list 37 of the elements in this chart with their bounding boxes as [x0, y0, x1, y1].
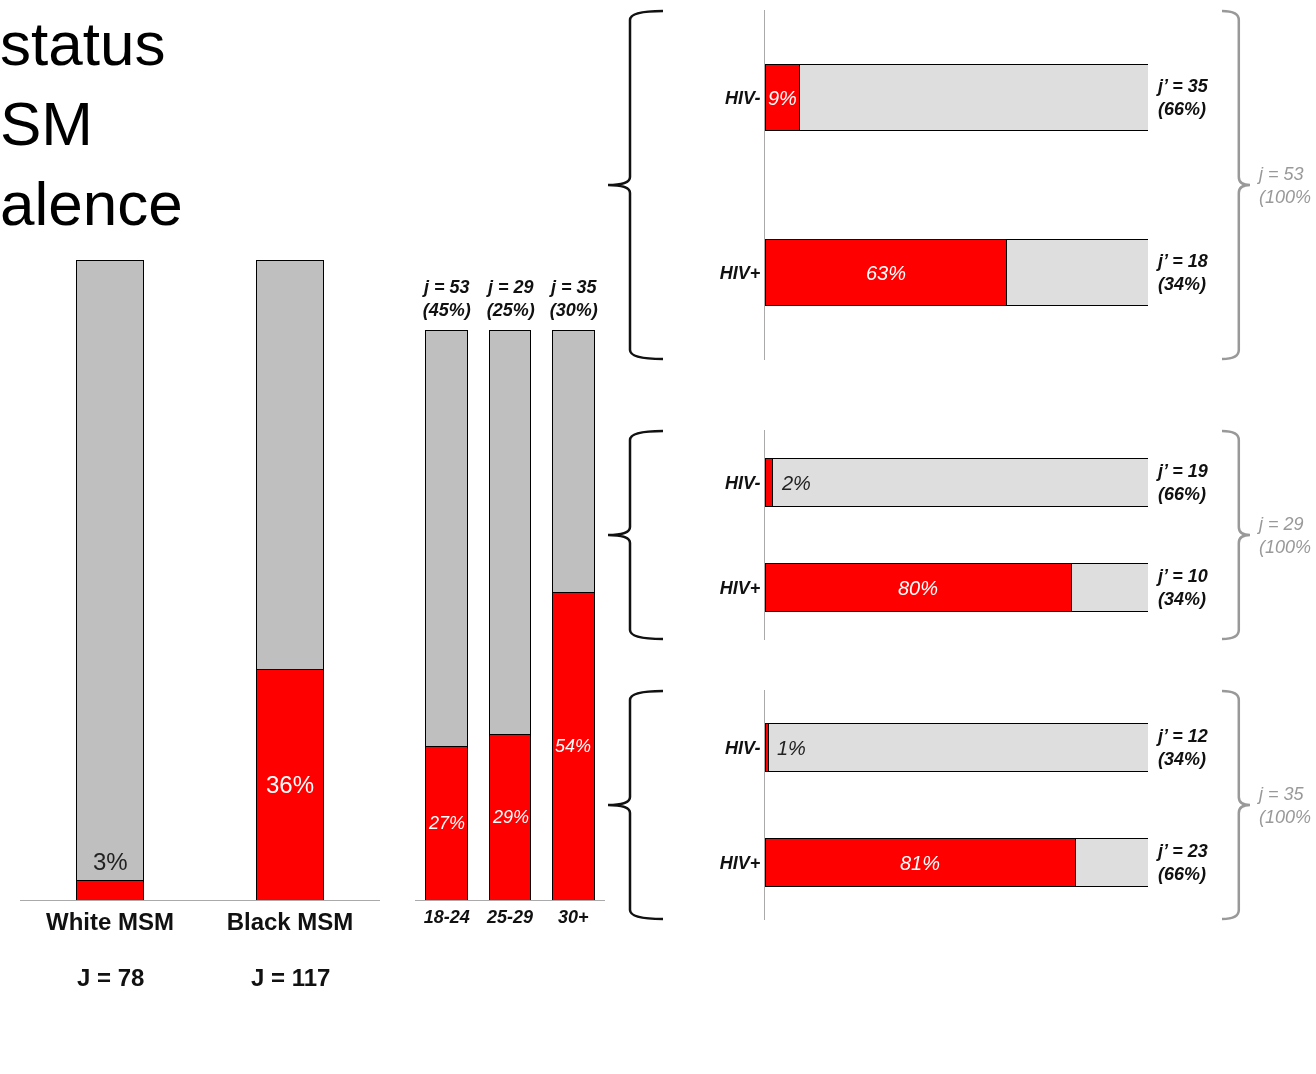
data-label: 81% [900, 852, 941, 874]
y-tick-label: HIV+ [719, 262, 761, 283]
text: j = 29 (100% [1256, 514, 1312, 558]
data-label: 80% [898, 577, 939, 599]
data-label: 27% [428, 813, 466, 833]
y-tick-label: HIV- [725, 87, 761, 108]
data-label: 9% [768, 87, 797, 109]
y-tick-label: HIV+ [719, 852, 761, 873]
text: J = 78 [77, 964, 145, 991]
data-label: 54% [555, 736, 592, 756]
text: j’ = 10 (34%) [1156, 566, 1208, 610]
data-label: 36% [266, 771, 315, 798]
y-tick-label: HIV- [725, 737, 761, 758]
chart-title: status SM alence [0, 8, 183, 240]
x-tick-label: 25-29 [485, 906, 534, 927]
text: j’ = 18 (34%) [1156, 251, 1208, 295]
y-tick-label: HIV- [725, 472, 761, 493]
text: j = 35 (100% [1256, 784, 1312, 828]
x-tick-label: 18-24 [423, 906, 470, 927]
text: j = 53 (100% [1256, 164, 1312, 208]
text: j = 53 (45%) [422, 277, 471, 321]
text: j’ = 12 (34%) [1156, 726, 1208, 770]
text: j = 35 (30%) [549, 277, 598, 321]
x-tick-label: White MSM [46, 907, 174, 935]
y-tick-label: HIV+ [719, 577, 761, 598]
text: j = 29 (25%) [486, 277, 535, 321]
x-tick-label: Black MSM [226, 907, 354, 935]
data-label: 3% [93, 848, 128, 875]
text: J = 117 [251, 964, 331, 991]
text: j’ = 35 (66%) [1156, 76, 1209, 120]
data-label: 1% [777, 737, 806, 759]
x-tick-label: 30+ [558, 906, 590, 927]
text: j’ = 23 (66%) [1156, 841, 1208, 885]
data-label: 63% [866, 262, 907, 284]
text: j’ = 19 (66%) [1156, 461, 1208, 505]
data-label: 29% [492, 807, 530, 827]
data-label: 2% [781, 472, 811, 494]
